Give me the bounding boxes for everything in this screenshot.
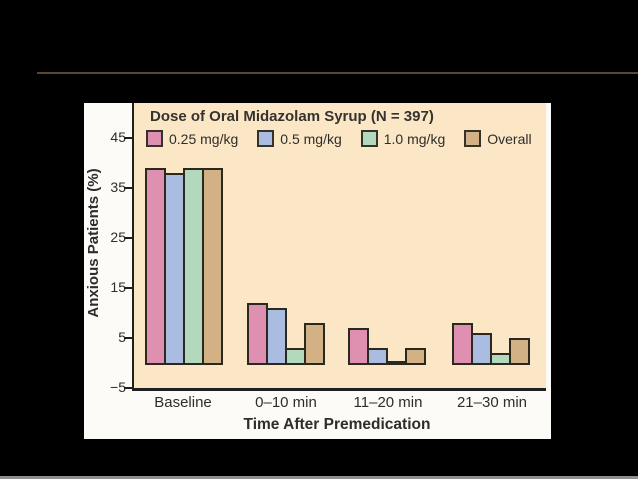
legend-swatch bbox=[360, 130, 378, 147]
y-tick-label: 5 bbox=[118, 329, 126, 345]
chart-panel: Anxious Patients (%) 45 35 25 15 5 −5 Dose of… bbox=[84, 103, 551, 439]
bar bbox=[452, 323, 473, 365]
x-category-label: 11–20 min bbox=[353, 394, 423, 411]
bottom-edge-line bbox=[0, 476, 638, 479]
legend-item: 1.0 mg/kg bbox=[360, 130, 446, 147]
legend-label: 0.25 mg/kg bbox=[169, 130, 239, 147]
y-axis-line bbox=[132, 103, 134, 391]
bar bbox=[164, 173, 185, 365]
y-tick-mark bbox=[124, 337, 132, 339]
bar bbox=[202, 168, 223, 365]
y-tick-label: 25 bbox=[110, 229, 126, 245]
x-axis-label: Time After Premedication bbox=[243, 416, 431, 433]
bar bbox=[145, 168, 166, 365]
bar bbox=[183, 168, 204, 365]
y-tick-label: 15 bbox=[110, 279, 126, 295]
legend: 0.25 mg/kg 0.5 mg/kg 1.0 mg/kg Overall bbox=[146, 130, 532, 147]
bar bbox=[348, 328, 369, 365]
y-tick-label: 45 bbox=[110, 129, 126, 145]
y-tick-label: −5 bbox=[110, 379, 126, 395]
y-tick-label: 35 bbox=[110, 179, 126, 195]
legend-label: Overall bbox=[487, 130, 532, 147]
x-category-label: Baseline bbox=[154, 394, 212, 411]
legend-item: Overall bbox=[464, 130, 532, 147]
bar bbox=[405, 348, 426, 365]
y-tick-mark bbox=[124, 287, 132, 289]
y-tick-mark bbox=[124, 237, 132, 239]
chart-title: Dose of Oral Midazolam Syrup (N = 397) bbox=[150, 108, 434, 125]
y-tick-mark bbox=[124, 137, 132, 139]
legend-swatch bbox=[257, 130, 275, 147]
plot-area: Dose of Oral Midazolam Syrup (N = 397) 0… bbox=[134, 103, 546, 388]
x-axis-line bbox=[132, 388, 546, 391]
y-tick-mark bbox=[124, 187, 132, 189]
x-category-label: 0–10 min bbox=[255, 394, 317, 411]
bar bbox=[285, 348, 306, 365]
bar bbox=[509, 338, 530, 365]
legend-swatch bbox=[146, 130, 163, 147]
bar bbox=[304, 323, 325, 365]
legend-swatch bbox=[464, 130, 482, 147]
legend-item: 0.25 mg/kg bbox=[146, 130, 238, 147]
bar bbox=[471, 333, 492, 365]
legend-item: 0.5 mg/kg bbox=[257, 130, 342, 147]
bar bbox=[490, 353, 511, 365]
bar bbox=[386, 360, 407, 365]
legend-label: 1.0 mg/kg bbox=[383, 130, 446, 147]
x-category-label: 21–30 min bbox=[456, 394, 528, 411]
bar bbox=[247, 303, 268, 365]
y-tick-mark bbox=[124, 387, 132, 389]
bar bbox=[266, 308, 287, 365]
legend-label: 0.5 mg/kg bbox=[280, 130, 342, 147]
bar bbox=[367, 348, 388, 365]
top-divider-line bbox=[37, 72, 638, 74]
